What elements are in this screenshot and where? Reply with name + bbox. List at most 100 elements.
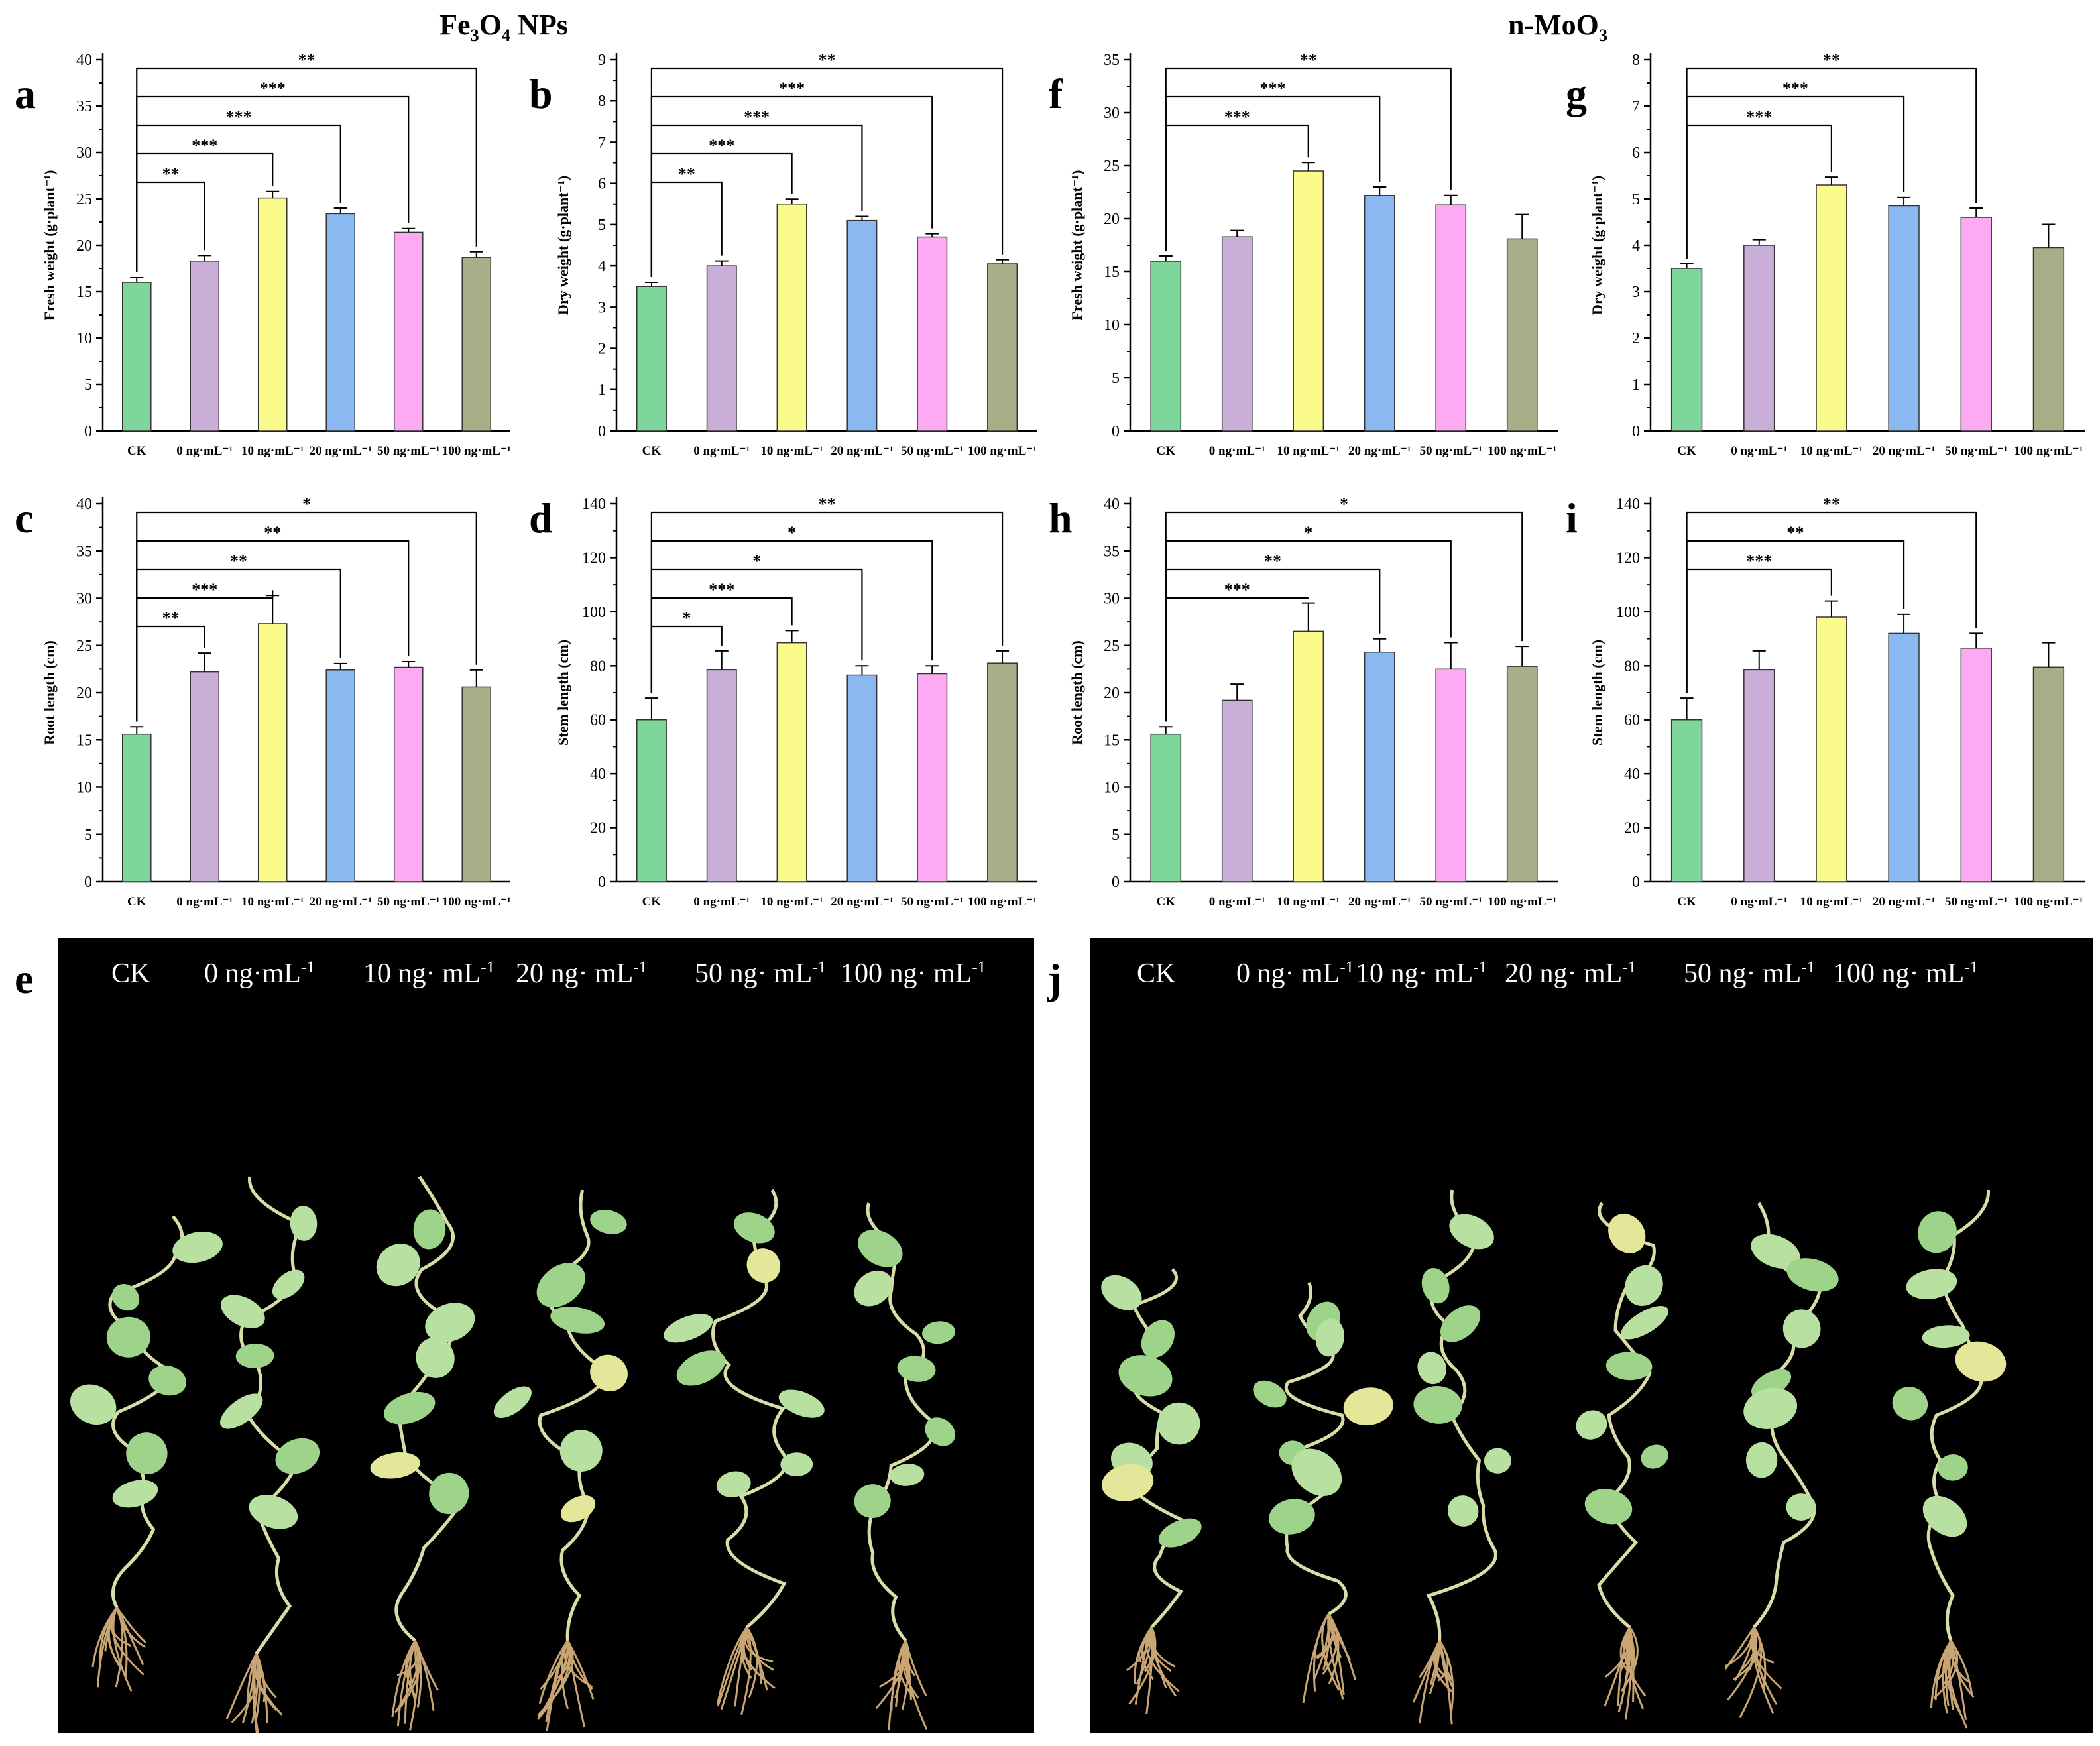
significance-label: **	[162, 609, 180, 628]
significance-bracket	[1165, 511, 1523, 722]
y-tick-label: 15	[1104, 264, 1120, 281]
y-tick-label: 0	[1632, 423, 1640, 440]
x-tick-label: 10 ng·mL⁻¹	[760, 895, 823, 909]
plant-leaf	[275, 1438, 320, 1474]
plant-leaf	[733, 1212, 775, 1244]
plant-leaf	[1621, 1306, 1669, 1340]
y-tick-label: 0	[598, 874, 606, 891]
plant-leaf	[1417, 1352, 1447, 1385]
significance-label: *	[1304, 523, 1312, 542]
x-tick-label: 20 ng·mL⁻¹	[310, 444, 372, 458]
plant	[1101, 1268, 1202, 1714]
y-tick-label: 4	[598, 258, 606, 275]
y-tick-label: 140	[1616, 496, 1640, 513]
x-tick-label: 0 ng·mL⁻¹	[693, 895, 750, 909]
x-tick-label: 0 ng·mL⁻¹	[1731, 895, 1787, 909]
plant-leaf	[1449, 1214, 1494, 1250]
y-axis-label: Dry weight (g·plant⁻¹)	[555, 176, 571, 315]
plant	[493, 1189, 628, 1732]
significance-bracket	[650, 124, 863, 277]
plant-leaf	[429, 1472, 469, 1515]
plant-stem	[538, 1189, 607, 1641]
y-tick-label: 30	[1104, 105, 1120, 122]
plant-root	[110, 1607, 145, 1676]
plant-leaf	[716, 1471, 751, 1497]
y-axis-label: Root length (cm)	[1069, 640, 1085, 745]
plant-leaf	[370, 1452, 420, 1479]
x-tick-label: CK	[1677, 895, 1696, 909]
y-tick-label: 40	[76, 52, 92, 69]
plant-leaf	[219, 1393, 263, 1429]
x-tick-label: 100 ng·mL⁻¹	[2014, 444, 2083, 458]
y-tick-label: 2	[598, 341, 606, 358]
y-tick-label: 20	[76, 237, 92, 255]
x-tick-label: 50 ng·mL⁻¹	[901, 444, 963, 458]
plant-leaf	[858, 1230, 903, 1267]
x-tick-label: 20 ng·mL⁻¹	[831, 895, 893, 909]
y-tick-label: 0	[1632, 874, 1640, 891]
x-tick-label: CK	[1157, 895, 1176, 909]
y-tick-label: 120	[1616, 550, 1640, 567]
plant-stem	[866, 1202, 937, 1642]
x-tick-label: 0 ng·mL⁻¹	[1209, 895, 1265, 909]
plant-leaf	[1421, 1267, 1450, 1304]
bar	[1435, 204, 1467, 432]
significance-bracket	[136, 568, 341, 722]
significance-label: ***	[226, 107, 252, 127]
plant-root	[537, 1640, 569, 1719]
plant-illustrations-e	[70, 1175, 956, 1733]
plant	[70, 1215, 223, 1692]
y-tick-label: 5	[84, 827, 92, 844]
y-tick-label: 3	[1632, 284, 1640, 301]
plant-root	[716, 1627, 748, 1704]
x-tick-label: 0 ng·mL⁻¹	[1209, 444, 1265, 458]
y-tick-label: 40	[590, 766, 606, 783]
photo-label: CK	[1137, 959, 1176, 989]
y-tick-label: 80	[1624, 658, 1640, 675]
x-tick-label: 50 ng·mL⁻¹	[377, 895, 439, 909]
plant-root	[1753, 1627, 1767, 1692]
significance-bracket	[136, 124, 341, 272]
bar	[257, 623, 288, 882]
significance-bracket	[136, 67, 477, 272]
plant-root	[902, 1640, 909, 1710]
bar	[257, 197, 288, 432]
plant-leaf	[126, 1432, 168, 1475]
y-axis-label: Fresh weight (g·plant⁻¹)	[1069, 170, 1085, 321]
plant-root	[253, 1653, 278, 1712]
bar	[1150, 733, 1182, 882]
chart-stem-length-moo3: 0 20 40 60 80 100 120 140 Stem length (cm) CK 0 ng…	[1589, 495, 2085, 909]
plant-leaf	[290, 1206, 318, 1241]
plant-leaf	[1955, 1341, 2007, 1382]
x-tick-label: 10 ng·mL⁻¹	[760, 444, 823, 458]
plant-root	[545, 1640, 569, 1723]
bar	[846, 674, 878, 882]
plant-leaf	[1786, 1493, 1816, 1521]
y-tick-label: 0	[1112, 423, 1120, 440]
significance-bracket	[1686, 540, 1905, 693]
y-tick-label: 40	[1624, 766, 1640, 783]
x-tick-label: 100 ng·mL⁻¹	[968, 444, 1037, 458]
y-tick-label: 30	[76, 591, 92, 608]
panel-letter-e: e	[15, 955, 34, 1002]
significance-bracket	[1686, 511, 1977, 693]
plant-leaf	[1918, 1211, 1957, 1253]
plant-leaf	[148, 1365, 187, 1396]
x-tick-label: CK	[127, 444, 146, 458]
plant-root	[1930, 1640, 1952, 1708]
bar	[1960, 217, 1992, 432]
y-tick-label: 25	[76, 638, 92, 655]
significance-bracket	[1165, 67, 1452, 251]
plant-leaf	[1157, 1402, 1200, 1445]
plant-leaf	[1413, 1386, 1462, 1424]
plant-root	[1751, 1627, 1778, 1705]
y-tick-label: 40	[76, 496, 92, 513]
significance-label: *	[788, 523, 796, 542]
plant	[1892, 1189, 2007, 1729]
chart-dry-weight-moo3: 0 1 2 3 4 5 6 7 8 Dry weight (g·plant⁻¹) CK 0 ng·mL…	[1589, 50, 2085, 458]
plant-root	[255, 1653, 261, 1719]
bar	[2032, 247, 2065, 432]
significance-label: **	[1264, 552, 1281, 571]
photo-label: 50 ng· mL-1	[1684, 959, 1816, 989]
x-tick-label: 10 ng·mL⁻¹	[1800, 895, 1863, 909]
